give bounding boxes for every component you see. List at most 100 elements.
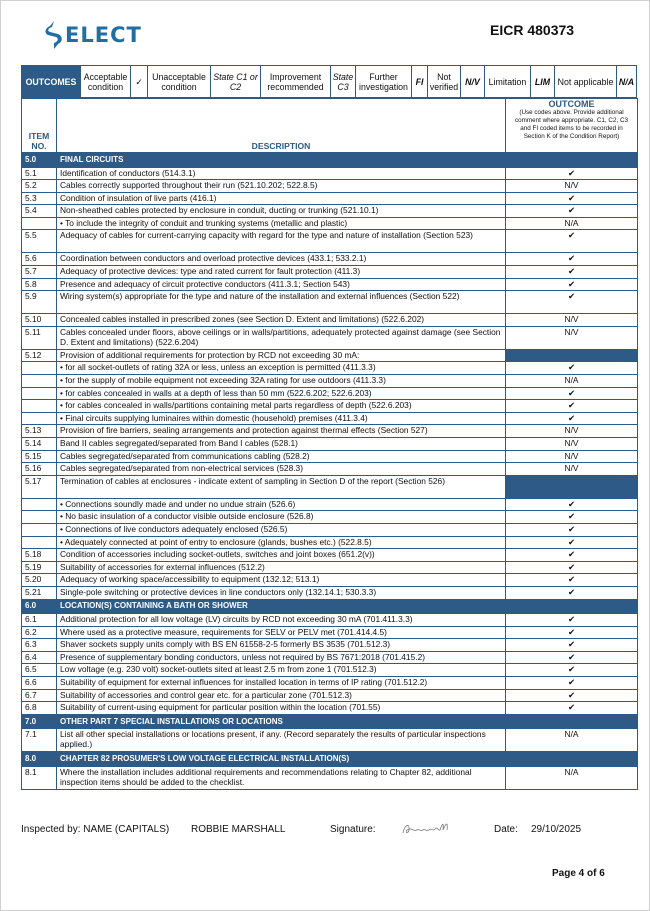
item-number: 5.0 bbox=[21, 152, 57, 168]
item-number: 5.8 bbox=[21, 277, 57, 292]
select-logo: ELECT bbox=[42, 20, 142, 50]
outcome-value: ✔ bbox=[505, 663, 638, 677]
item-description: Condition of insulation of live parts (4… bbox=[56, 191, 506, 206]
outcome-value: N/A bbox=[505, 374, 638, 388]
table-row: 6.1 Additional protection for all low vol… bbox=[21, 613, 638, 627]
item-description: Adequacy of working space/accessibility … bbox=[56, 573, 506, 587]
outcome-value: ✔ bbox=[505, 650, 638, 665]
table-row: 5.9 Wiring system(s) appropriate for the … bbox=[21, 290, 638, 315]
item-description: Cables segregated/separated from non-ele… bbox=[56, 462, 506, 476]
table-row: • Connections of live conductors adequat… bbox=[21, 522, 638, 537]
table-row: 5.5 Adequacy of cables for current-carryi… bbox=[21, 229, 638, 254]
item-number: 7.1 bbox=[21, 728, 57, 753]
outcome-value: N/V bbox=[505, 462, 638, 476]
item-description: Where used as a protective measure, requ… bbox=[56, 625, 506, 640]
outcome-value: ✔ bbox=[505, 386, 638, 401]
legend-cell: Not applicable bbox=[554, 65, 617, 98]
table-row: 5.16 Cables segregated/separated from non… bbox=[21, 462, 638, 476]
outcome-value: ✔ bbox=[505, 399, 638, 413]
item-number: 6.5 bbox=[21, 663, 57, 677]
table-row: 6.8 Suitability of current-using equipmen… bbox=[21, 701, 638, 715]
table-row: • Adequately connected at point of entry… bbox=[21, 535, 638, 550]
item-description: • for cables concealed in walls/partitio… bbox=[56, 399, 506, 413]
outcome-value: N/A bbox=[505, 216, 638, 231]
table-row: 5.7 Adequacy of protective devices: type … bbox=[21, 265, 638, 279]
table-row: 6.3 Shaver sockets supply units comply wi… bbox=[21, 638, 638, 652]
item-description: Suitability of accessories and control g… bbox=[56, 688, 506, 703]
legend-cell: FI bbox=[411, 65, 428, 98]
outcome-value: ✔ bbox=[505, 204, 638, 218]
outcome-value: ✔ bbox=[505, 191, 638, 206]
item-number: 5.2 bbox=[21, 179, 57, 193]
item-description: Cables correctly supported throughout th… bbox=[56, 179, 506, 193]
item-description: List all other special installations or … bbox=[56, 728, 506, 753]
table-row: 8.1 Where the installation includes addit… bbox=[21, 765, 638, 790]
outcome-value: ✔ bbox=[505, 548, 638, 562]
item-description: • for the supply of mobile equipment not… bbox=[56, 374, 506, 388]
table-row: 7.1 List all other special installations … bbox=[21, 728, 638, 753]
section-title: CHAPTER 82 PROSUMER'S LOW VOLTAGE ELECTR… bbox=[56, 751, 638, 767]
table-header-row: ITEM NO. DESCRIPTION OUTCOME (Use codes … bbox=[21, 98, 638, 153]
item-number: 5.18 bbox=[21, 548, 57, 562]
section-header-row: 5.0 FINAL CIRCUITS bbox=[21, 152, 638, 168]
legend-cell: LIM bbox=[530, 65, 555, 98]
table-row: • Connections soundly made and under no … bbox=[21, 497, 638, 512]
outcome-value: ✔ bbox=[505, 166, 638, 181]
item-description: Provision of additional requirements for… bbox=[56, 348, 506, 363]
outcome-value: ✔ bbox=[505, 290, 638, 315]
outcome-value: N/V bbox=[505, 325, 638, 350]
outcome-value: N/A bbox=[505, 728, 638, 753]
table-row: 6.5 Low voltage (e.g. 230 volt) socket-ou… bbox=[21, 663, 638, 677]
description-header: DESCRIPTION bbox=[56, 98, 506, 153]
table-row: 5.19 Suitability of accessories for exter… bbox=[21, 560, 638, 575]
item-number: 8.1 bbox=[21, 765, 57, 790]
item-number bbox=[21, 216, 57, 231]
outcome-value: ✔ bbox=[505, 522, 638, 537]
section-header-row: 8.0 CHAPTER 82 PROSUMER'S LOW VOLTAGE ELE… bbox=[21, 751, 638, 767]
outcome-blank bbox=[505, 348, 638, 363]
table-row: 5.2 Cables correctly supported throughout… bbox=[21, 179, 638, 193]
table-row: 5.4 Non-sheathed cables protected by encl… bbox=[21, 204, 638, 218]
item-no-header: ITEM NO. bbox=[21, 98, 57, 153]
table-row: 5.12 Provision of additional requirements… bbox=[21, 348, 638, 363]
item-number: 6.1 bbox=[21, 613, 57, 627]
item-number: 5.14 bbox=[21, 437, 57, 451]
item-description: Wiring system(s) appropriate for the typ… bbox=[56, 290, 506, 315]
outcome-value: ✔ bbox=[505, 613, 638, 627]
outcome-value: ✔ bbox=[505, 361, 638, 376]
item-number bbox=[21, 386, 57, 401]
legend-cell: N/V bbox=[460, 65, 485, 98]
item-description: • Final circuits supplying luminaires wi… bbox=[56, 411, 506, 426]
item-description: Band II cables segregated/separated from… bbox=[56, 437, 506, 451]
item-description: • To include the integrity of conduit an… bbox=[56, 216, 506, 231]
item-number bbox=[21, 510, 57, 524]
item-description: Where the installation includes addition… bbox=[56, 765, 506, 790]
outcome-legend: OUTCOMES Acceptable condition ✓ Unacceptabl… bbox=[21, 65, 637, 98]
table-row: 5.20 Adequacy of working space/accessibil… bbox=[21, 573, 638, 587]
item-description: Coordination between conductors and over… bbox=[56, 252, 506, 267]
table-row: 5.3 Condition of insulation of live parts… bbox=[21, 191, 638, 206]
item-number: 5.16 bbox=[21, 462, 57, 476]
table-row: 6.4 Presence of supplementary bonding con… bbox=[21, 650, 638, 665]
item-description: Concealed cables installed in prescribed… bbox=[56, 313, 506, 327]
table-row: 5.6 Coordination between conductors and o… bbox=[21, 252, 638, 267]
item-number: 6.3 bbox=[21, 638, 57, 652]
outcome-value: ✔ bbox=[505, 573, 638, 587]
item-number bbox=[21, 497, 57, 512]
section-title: FINAL CIRCUITS bbox=[56, 152, 638, 168]
table-row: 6.6 Suitability of equipment for external… bbox=[21, 676, 638, 690]
item-description: Adequacy of protective devices: type and… bbox=[56, 265, 506, 279]
item-number: 6.0 bbox=[21, 598, 57, 615]
table-row: 5.10 Concealed cables installed in prescr… bbox=[21, 313, 638, 327]
table-row: • No basic insulation of a conductor vis… bbox=[21, 510, 638, 524]
item-number bbox=[21, 361, 57, 376]
legend-cell: Further investigation bbox=[355, 65, 412, 98]
outcome-header-title: OUTCOME bbox=[548, 99, 595, 109]
outcome-value: ✔ bbox=[505, 510, 638, 524]
outcome-value: ✔ bbox=[505, 585, 638, 600]
inspection-schedule-table: ITEM NO. DESCRIPTION OUTCOME (Use codes … bbox=[21, 98, 638, 790]
item-description: • for all socket-outlets of rating 32A o… bbox=[56, 361, 506, 376]
table-row: 5.13 Provision of fire barriers, sealing … bbox=[21, 424, 638, 438]
section-header-row: 7.0 OTHER PART 7 SPECIAL INSTALLATIONS OR… bbox=[21, 713, 638, 730]
item-description: Suitability of accessories for external … bbox=[56, 560, 506, 575]
